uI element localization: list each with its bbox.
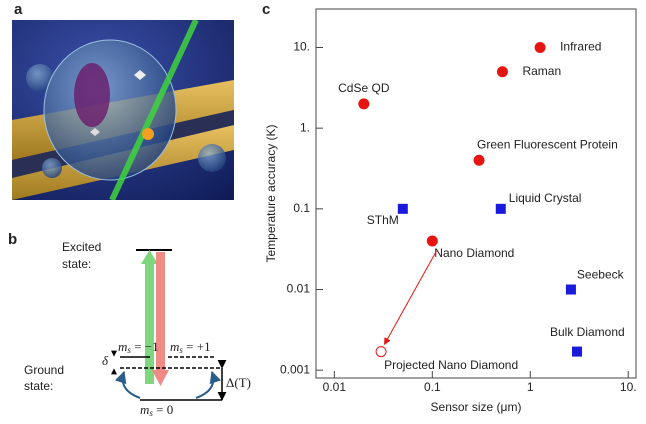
- panel-label: b: [8, 231, 17, 248]
- point: [565, 284, 576, 295]
- point: [375, 346, 387, 358]
- point-label: CdSe QD: [338, 81, 390, 95]
- x-tick-label: 10.: [620, 380, 637, 394]
- point: [473, 154, 485, 166]
- level-label: ms = +1: [170, 339, 211, 355]
- y-tick-label: 0.1: [293, 201, 310, 215]
- excited-label: Excited state:: [62, 240, 101, 271]
- point-label: Projected Nano Diamond: [384, 358, 518, 372]
- point-label: Green Fluorescent Protein: [477, 137, 618, 151]
- scatter-chart: 0.01 0.1 1 10. 0.001 0.01 0.1 1. 10. Sensor size …: [264, 40, 636, 415]
- level-label: ms = −1: [118, 339, 159, 355]
- point-label: Bulk Diamond: [550, 325, 625, 339]
- x-tick-label: 0.1: [424, 380, 441, 394]
- level-label: ms = 0: [140, 402, 173, 418]
- y-tick-label: 10.: [293, 40, 310, 54]
- point: [495, 203, 506, 214]
- point: [358, 98, 370, 110]
- x-axis-label: Sensor size (μm): [431, 400, 522, 414]
- point-label: SThM: [367, 213, 399, 227]
- panel-label: a: [14, 1, 23, 18]
- point: [534, 41, 546, 53]
- point-label: Seebeck: [577, 268, 625, 282]
- x-tick-label: 0.01: [323, 380, 347, 394]
- point: [426, 235, 438, 247]
- point: [496, 66, 508, 78]
- point: [572, 346, 583, 357]
- ground-label: Ground state:: [24, 363, 64, 393]
- point-label: Raman: [522, 64, 561, 78]
- y-axis-label: Temperature accuracy (K): [264, 124, 278, 262]
- point-label: Nano Diamond: [434, 246, 514, 260]
- y-tick-label: 1.: [300, 120, 310, 134]
- illustration: [12, 20, 234, 200]
- plot-frame: [315, 8, 637, 379]
- point-label: Liquid Crystal: [509, 191, 582, 205]
- projection-arrow: [383, 250, 437, 345]
- point: [397, 203, 408, 214]
- energy-diagram: [111, 249, 227, 401]
- panel-label: c: [262, 1, 270, 18]
- y-tick-label: 0.01: [287, 282, 311, 296]
- y-tick-label: 0.001: [280, 362, 310, 376]
- splitting-label: δ: [102, 353, 109, 368]
- x-tick-label: 1: [527, 380, 534, 394]
- point-label: Infrared: [560, 40, 601, 54]
- gap-label: Δ(T): [226, 375, 251, 390]
